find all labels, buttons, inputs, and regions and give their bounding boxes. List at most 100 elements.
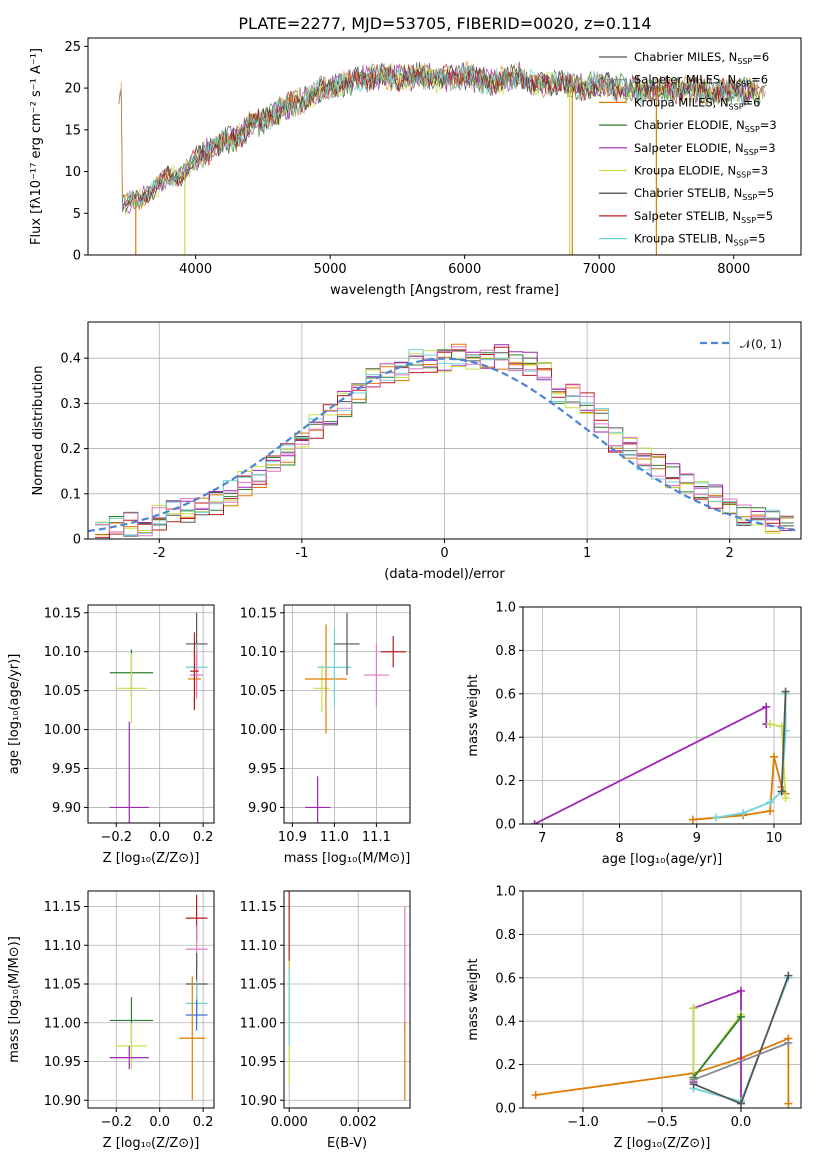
x-tick-label: 8 [615, 831, 623, 846]
errorbar-point [363, 643, 389, 707]
x-tick-label: 5000 [314, 262, 347, 277]
y-tick-label: 0.2 [60, 442, 81, 457]
x-axis-label: mass [log₁₀(M/M⊙)] [284, 851, 411, 866]
x-tick-label: 0.0 [149, 1115, 170, 1130]
axes-frame [87, 321, 802, 540]
y-tick-label: 9.95 [52, 762, 81, 777]
x-tick-label: 8000 [717, 262, 750, 277]
x-tick-label: -2 [153, 546, 166, 561]
legend-entry: Chabrier STELIB, NSSP=5 [634, 186, 774, 202]
legend-entry: Kroupa ELODIE, NSSP=3 [634, 164, 768, 180]
x-tick-label: 7000 [583, 262, 616, 277]
weight-marker [766, 798, 775, 807]
y-tick-label: 10.05 [44, 684, 81, 699]
chart-spectrum: 4000 5000 6000 7000 8000 0 5 10 15 20 25 wavelength… [29, 37, 802, 298]
weight-marker [736, 1012, 745, 1021]
plot-area [118, 61, 767, 255]
y-axis-label: Normed distribution [31, 366, 46, 496]
histogram-step [95, 349, 794, 536]
y-axis-label: age [log₁₀(age/yr)] [7, 654, 22, 775]
x-tick-label: 11.0 [320, 830, 349, 845]
weight-marker [688, 815, 697, 824]
axes-frame [283, 604, 411, 824]
weight-marker [736, 1099, 745, 1108]
weight-line [693, 1042, 789, 1081]
y-tick-label: 0.2 [495, 1058, 516, 1073]
x-tick-label: −0.5 [646, 1115, 678, 1130]
y-tick-label: 0.4 [495, 1015, 516, 1030]
x-axis-label: Z [log₁₀(Z/Z⊙)] [614, 1136, 711, 1151]
axes-frame [87, 37, 802, 256]
axes-frame [283, 890, 411, 1109]
weight-marker [784, 1038, 793, 1047]
weight-marker [777, 787, 786, 796]
y-axis-label: Flux [fλ10⁻¹⁷ erg cm⁻² s⁻¹ A⁻¹] [29, 48, 44, 245]
y-tick-label: 0.8 [495, 644, 516, 659]
y-tick-label: 0.6 [495, 971, 516, 986]
y-tick-label: 1.0 [495, 601, 516, 616]
errorbar-point [313, 664, 331, 712]
y-tick-label: 5 [73, 207, 81, 222]
figure-title: PLATE=2277, MJD=53705, FIBERID=0020, z=0… [238, 14, 651, 33]
legend-entry: Chabrier ELODIE, NSSP=3 [634, 118, 777, 134]
chart-mass-vs-Z: −0.2 0.0 0.2 10.90 10.95 11.00 11.05 11.10 11.15… [7, 890, 215, 1151]
weight-marker [530, 820, 539, 824]
x-tick-label: 4000 [179, 262, 212, 277]
errorbar-point [305, 624, 347, 734]
y-tick-label: 0.3 [60, 397, 81, 412]
x-axis-label: wavelength [Angstrom, rest frame] [330, 283, 559, 298]
plot-area [288, 891, 406, 1101]
y-tick-label: 10.95 [240, 1055, 277, 1070]
errorbar-point [317, 628, 352, 707]
weight-marker [762, 702, 771, 711]
weight-line [534, 705, 768, 824]
weight-series [777, 687, 790, 796]
y-tick-label: 11.15 [44, 900, 81, 915]
x-tick-label: −0.2 [100, 830, 132, 845]
legend-entry: Kroupa MILES, NSSP=6 [634, 95, 760, 111]
histogram-step [95, 349, 794, 526]
x-tick-label: 9 [693, 831, 701, 846]
chart-weight-vs-Z: −1.0 −0.5 0.0 0.0 0.2 0.4 0.6 0.8 1.0 Z [log₁₀(Z/… [466, 885, 802, 1151]
chart-residuals: -2 -1 0 1 2 0 0.1 0.2 0.3 0.4 (data-model)/error No… [31, 321, 802, 582]
weight-series [689, 1038, 793, 1084]
errorbar-point [109, 1046, 149, 1070]
y-tick-label: 20 [64, 82, 81, 97]
errorbar-point [116, 653, 147, 724]
legend-entry: 𝒩(0, 1) [740, 337, 782, 351]
x-tick-label: 7 [538, 831, 546, 846]
x-tick-label: 0.000 [271, 1115, 308, 1130]
weight-series [689, 971, 793, 1108]
weight-series [530, 702, 771, 824]
weight-marker [689, 1004, 698, 1013]
y-tick-label: 10.00 [44, 723, 81, 738]
y-tick-label: 15 [64, 123, 81, 138]
y-tick-label: 10.00 [240, 723, 277, 738]
x-axis-label: Z [log₁₀(Z/Z⊙)] [103, 851, 200, 866]
chart-age-vs-Z: −0.2 0.0 0.2 9.90 9.95 10.00 10.05 10.10 10.15 Z … [7, 604, 215, 866]
legend-entry: Chabrier MILES, NSSP=6 [634, 50, 769, 66]
weight-marker [736, 986, 745, 995]
y-tick-label: 9.95 [248, 762, 277, 777]
plot-area [531, 971, 793, 1108]
weight-line [692, 1016, 742, 1079]
weight-line [715, 693, 787, 819]
y-tick-label: 11.05 [44, 978, 81, 993]
y-tick-label: 1.0 [495, 885, 516, 900]
plot-area [88, 343, 799, 539]
y-tick-label: 0 [73, 533, 81, 548]
y-tick-label: 11.15 [240, 900, 277, 915]
weight-marker [712, 813, 721, 822]
errorbar-point [305, 776, 331, 823]
axes-frame [522, 890, 802, 1109]
plot-area [305, 612, 406, 823]
plot-area [530, 687, 790, 824]
chart-age-vs-mass: 10.9 11.0 11.1 9.90 9.95 10.00 10.05 10.10 10.15… [240, 604, 411, 866]
x-tick-label: 10.9 [278, 830, 307, 845]
weight-marker [766, 806, 775, 815]
errorbar-point [334, 612, 360, 676]
x-tick-label: 0.2 [193, 1115, 214, 1130]
x-axis-label: age [log₁₀(age/yr)] [602, 852, 723, 867]
weight-marker [739, 809, 748, 818]
x-tick-label: 2 [726, 546, 734, 561]
